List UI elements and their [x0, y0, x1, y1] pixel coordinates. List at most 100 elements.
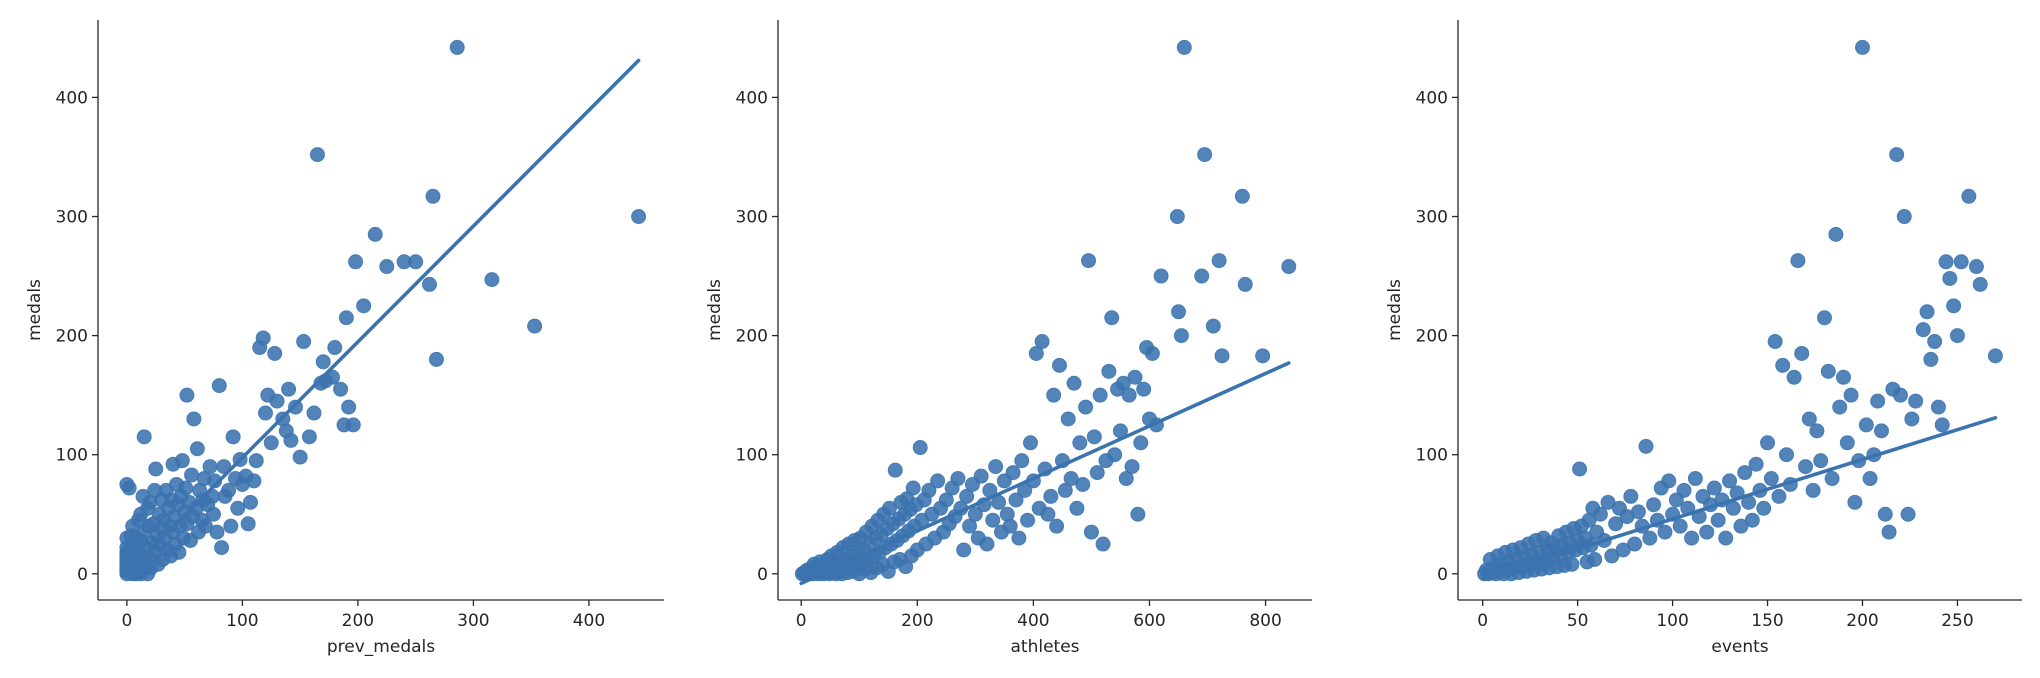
data-point — [1877, 506, 1893, 522]
data-point — [248, 453, 264, 469]
data-point — [1089, 465, 1105, 481]
data-point — [1710, 512, 1726, 528]
data-point — [956, 542, 972, 558]
data-point — [1564, 556, 1580, 572]
data-point — [1779, 447, 1795, 463]
data-point — [1052, 357, 1068, 373]
data-point — [178, 480, 194, 496]
x-axis-label: events — [1711, 637, 1768, 657]
subplot-events: events medals 0 50 100 150 200 250 0 100 200 300 4… — [1385, 20, 2022, 657]
data-point — [1130, 506, 1146, 522]
data-point — [269, 393, 285, 409]
data-point — [1255, 348, 1271, 364]
data-point — [962, 518, 978, 534]
y-tick-label: 200 — [736, 327, 768, 347]
data-point — [379, 259, 395, 275]
y-tick-label: 0 — [77, 565, 88, 585]
data-point — [1028, 345, 1044, 361]
data-point — [209, 524, 225, 540]
data-point — [348, 254, 364, 270]
data-point — [171, 544, 187, 560]
data-point — [333, 381, 349, 397]
data-point — [1904, 411, 1920, 427]
y-tick-label: 0 — [1437, 565, 1448, 585]
x-axis-label: prev_medals — [327, 637, 435, 657]
data-point — [1034, 334, 1050, 350]
data-point — [1828, 226, 1844, 242]
data-point — [221, 482, 237, 498]
data-point — [1775, 357, 1791, 373]
data-point — [1171, 304, 1186, 320]
data-point — [1938, 254, 1954, 270]
data-point — [1687, 471, 1703, 487]
x-tick-label: 300 — [457, 611, 489, 631]
data-point — [267, 345, 283, 361]
data-point — [1121, 387, 1137, 403]
data-point — [1809, 423, 1825, 439]
data-point — [1972, 276, 1988, 292]
data-point — [1832, 399, 1848, 415]
data-point — [1592, 506, 1608, 522]
data-point — [1699, 524, 1715, 540]
data-point — [1919, 304, 1935, 320]
data-point — [1873, 423, 1889, 439]
data-point — [315, 354, 331, 370]
data-point — [1572, 461, 1588, 477]
data-point — [967, 506, 983, 522]
x-tick-label: 0 — [796, 611, 807, 631]
data-point — [1672, 518, 1688, 534]
data-point — [174, 453, 190, 469]
x-tick-label: 200 — [901, 611, 933, 631]
data-point — [1930, 399, 1946, 415]
data-point — [1737, 465, 1753, 481]
data-point — [1953, 254, 1969, 270]
y-tick-label: 400 — [736, 88, 768, 108]
data-point — [921, 482, 937, 498]
y-tick-label: 300 — [1416, 208, 1448, 228]
data-point — [1756, 500, 1772, 516]
data-point — [1646, 497, 1662, 513]
data-point — [184, 467, 200, 483]
data-point — [1889, 147, 1905, 163]
regression-line — [125, 58, 641, 576]
x-tick-label: 250 — [1941, 611, 1973, 631]
data-point — [309, 147, 325, 163]
data-point — [1133, 435, 1149, 451]
subplot-prev-medals: prev_medals medals 0 100 200 300 400 0 100 200 3… — [25, 20, 664, 657]
data-point — [216, 459, 232, 475]
data-point — [1176, 39, 1192, 55]
data-point — [230, 500, 246, 516]
data-point — [1214, 348, 1230, 364]
data-point — [1801, 411, 1817, 427]
y-tick-label: 300 — [56, 208, 88, 228]
y-tick-label: 300 — [736, 208, 768, 228]
y-tick-label: 100 — [736, 446, 768, 466]
data-point — [950, 471, 966, 487]
data-point — [257, 405, 273, 421]
x-tick-label: 800 — [1249, 611, 1281, 631]
data-point — [1767, 334, 1783, 350]
data-point — [1118, 471, 1134, 487]
data-point — [1063, 471, 1079, 487]
data-point — [988, 459, 1004, 475]
x-tick-label: 100 — [226, 611, 258, 631]
regression-line — [1480, 415, 1998, 581]
data-point — [338, 310, 354, 326]
y-tick-label: 200 — [56, 327, 88, 347]
data-point — [1900, 506, 1916, 522]
data-point — [1794, 345, 1810, 361]
data-point — [1011, 530, 1027, 546]
data-point — [881, 500, 897, 516]
data-point — [1820, 363, 1836, 379]
y-tick-label: 400 — [1416, 88, 1448, 108]
data-point — [1786, 369, 1802, 385]
data-point — [1043, 488, 1059, 504]
data-point — [324, 369, 340, 385]
data-point — [367, 226, 383, 242]
data-point — [306, 405, 322, 421]
data-point — [1748, 456, 1764, 472]
data-point — [1081, 253, 1097, 269]
x-axis-label: athletes — [1010, 637, 1079, 657]
data-point — [938, 492, 954, 508]
